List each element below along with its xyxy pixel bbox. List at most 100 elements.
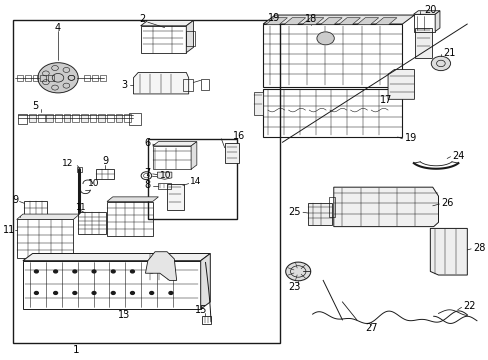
Text: 4: 4 bbox=[55, 23, 61, 33]
Bar bbox=[263, 89, 402, 137]
Bar bbox=[307, 203, 331, 225]
Text: 24: 24 bbox=[451, 150, 464, 161]
Circle shape bbox=[430, 56, 449, 71]
Bar bbox=[141, 26, 186, 53]
Bar bbox=[72, 114, 79, 122]
Text: 18: 18 bbox=[305, 14, 317, 24]
Polygon shape bbox=[107, 197, 158, 202]
Circle shape bbox=[111, 292, 115, 294]
Bar bbox=[116, 114, 122, 122]
Text: 11: 11 bbox=[2, 225, 15, 235]
Polygon shape bbox=[413, 11, 439, 14]
Circle shape bbox=[92, 292, 96, 294]
Text: 25: 25 bbox=[288, 207, 301, 217]
Polygon shape bbox=[145, 252, 176, 280]
Bar bbox=[48, 75, 54, 81]
Bar bbox=[186, 31, 195, 45]
Bar bbox=[17, 75, 23, 81]
Bar bbox=[124, 114, 131, 122]
Polygon shape bbox=[374, 18, 396, 25]
Polygon shape bbox=[429, 228, 467, 275]
Text: 28: 28 bbox=[472, 243, 485, 253]
Text: 22: 22 bbox=[463, 301, 475, 311]
Polygon shape bbox=[200, 253, 210, 309]
Polygon shape bbox=[338, 18, 360, 25]
Text: 10: 10 bbox=[160, 171, 171, 180]
Text: 11: 11 bbox=[75, 203, 86, 212]
Bar bbox=[17, 220, 73, 258]
Text: 26: 26 bbox=[441, 198, 453, 208]
Bar bbox=[98, 114, 105, 122]
Polygon shape bbox=[265, 18, 287, 25]
Polygon shape bbox=[152, 141, 197, 146]
Bar bbox=[202, 316, 210, 324]
Polygon shape bbox=[356, 18, 378, 25]
Text: 7: 7 bbox=[143, 168, 150, 178]
Bar bbox=[253, 92, 263, 116]
Text: 14: 14 bbox=[190, 177, 201, 186]
Text: 19: 19 bbox=[267, 13, 280, 23]
Polygon shape bbox=[133, 72, 188, 94]
Bar bbox=[78, 212, 106, 234]
Polygon shape bbox=[302, 18, 323, 25]
Bar bbox=[152, 146, 191, 169]
Polygon shape bbox=[263, 15, 414, 24]
Bar bbox=[25, 75, 31, 81]
Text: 3: 3 bbox=[122, 80, 127, 90]
Bar bbox=[46, 114, 53, 122]
Text: 1: 1 bbox=[72, 345, 79, 355]
Circle shape bbox=[38, 63, 78, 93]
Circle shape bbox=[130, 270, 134, 273]
Circle shape bbox=[111, 270, 115, 273]
Bar bbox=[100, 75, 105, 81]
Text: 9: 9 bbox=[12, 195, 18, 205]
Text: 10: 10 bbox=[88, 179, 99, 188]
Bar bbox=[158, 183, 171, 189]
Text: 20: 20 bbox=[423, 5, 436, 15]
Circle shape bbox=[130, 292, 134, 294]
Bar bbox=[13, 21, 280, 343]
Bar bbox=[107, 114, 114, 122]
Bar bbox=[84, 75, 90, 81]
Bar bbox=[128, 113, 141, 125]
Bar bbox=[29, 114, 36, 122]
Bar bbox=[183, 79, 193, 91]
Circle shape bbox=[34, 292, 38, 294]
Polygon shape bbox=[387, 69, 414, 99]
Circle shape bbox=[34, 270, 38, 273]
Bar bbox=[107, 202, 152, 235]
Text: 13: 13 bbox=[118, 310, 130, 320]
Circle shape bbox=[73, 270, 77, 273]
Bar bbox=[96, 168, 114, 179]
Polygon shape bbox=[17, 214, 80, 220]
Bar bbox=[415, 28, 431, 58]
Bar bbox=[24, 201, 47, 215]
Circle shape bbox=[316, 32, 334, 45]
Bar bbox=[81, 114, 88, 122]
Circle shape bbox=[169, 270, 172, 273]
Text: 15: 15 bbox=[194, 305, 206, 315]
Text: 16: 16 bbox=[232, 131, 244, 141]
Circle shape bbox=[54, 270, 58, 273]
Bar bbox=[38, 114, 44, 122]
Text: 23: 23 bbox=[287, 282, 300, 292]
Circle shape bbox=[285, 262, 310, 281]
Text: 5: 5 bbox=[33, 102, 39, 112]
Bar bbox=[89, 114, 96, 122]
Circle shape bbox=[149, 292, 153, 294]
Bar bbox=[40, 75, 46, 81]
Polygon shape bbox=[434, 11, 439, 32]
Bar bbox=[33, 75, 38, 81]
Bar bbox=[23, 261, 200, 309]
Bar bbox=[224, 143, 239, 163]
Bar bbox=[18, 114, 27, 125]
Bar bbox=[200, 79, 209, 90]
Text: 19: 19 bbox=[404, 133, 416, 143]
Polygon shape bbox=[283, 18, 305, 25]
Bar bbox=[77, 167, 81, 172]
Bar bbox=[63, 114, 70, 122]
Bar bbox=[167, 184, 183, 211]
Circle shape bbox=[92, 270, 96, 273]
Text: 17: 17 bbox=[379, 95, 391, 105]
Circle shape bbox=[73, 292, 77, 294]
